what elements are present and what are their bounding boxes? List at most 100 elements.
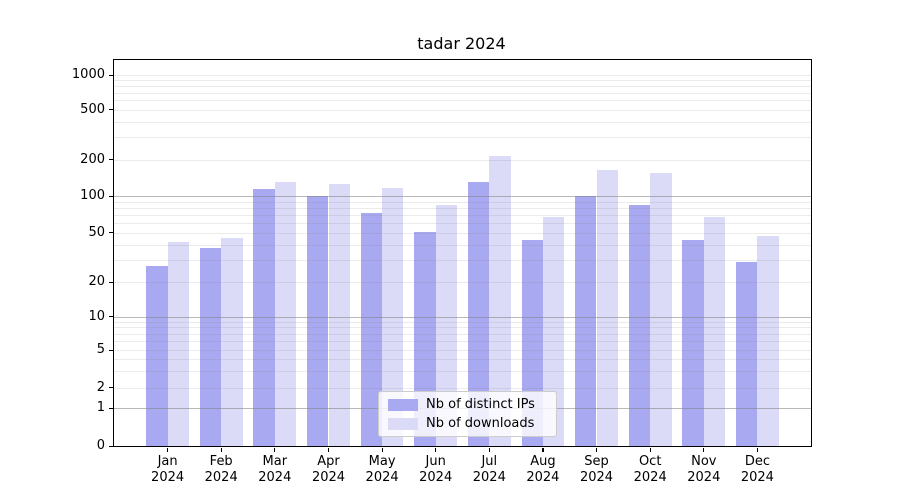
x-tick-label: Jan 2024 (151, 454, 185, 485)
bar-downloads (489, 156, 511, 446)
bar-distinct-ips (682, 239, 704, 446)
y-tick-label: 0 (96, 438, 105, 454)
gridline-minor (114, 80, 811, 82)
bar-downloads (542, 217, 565, 446)
bar-downloads (167, 242, 189, 446)
x-tick-mark (167, 447, 169, 452)
legend: Nb of distinct IPs Nb of downloads (378, 391, 557, 437)
bar-distinct-ips (146, 265, 168, 446)
y-tick-mark (108, 195, 113, 197)
y-tick-mark (108, 387, 113, 389)
y-tick-label: 200 (80, 151, 105, 167)
gridline-minor (114, 86, 811, 88)
x-tick-mark (327, 447, 330, 452)
gridline-minor (114, 350, 811, 351)
y-tick-mark (108, 316, 113, 318)
legend-label: Nb of downloads (426, 416, 535, 431)
gridline-minor (114, 159, 811, 161)
y-tick-label: 1000 (71, 67, 105, 83)
y-tick-label: 10 (88, 308, 105, 324)
bar-distinct-ips (467, 182, 490, 446)
x-tick-label: Feb 2024 (204, 454, 238, 485)
bar-distinct-ips (199, 247, 222, 446)
x-tick-label: Dec 2024 (740, 454, 774, 485)
y-tick-label: 5 (96, 342, 105, 358)
gridline-minor (114, 137, 811, 139)
gridline-minor (114, 100, 811, 102)
y-tick-mark (108, 74, 113, 76)
gridline-minor (114, 327, 811, 329)
bar-downloads (596, 170, 618, 446)
x-tick-mark (649, 447, 651, 452)
bar-downloads (757, 236, 779, 446)
legend-label: Nb of distinct IPs (426, 397, 535, 412)
bar-downloads (650, 172, 672, 446)
x-tick-mark (274, 447, 276, 452)
gridline-minor (114, 121, 811, 123)
plot-area: 0 1 2 5 10 20 50 100 200 500 1000 Jan 2024 Feb 2024 M… (72, 59, 812, 485)
x-tick-label: Apr 2024 (311, 454, 346, 485)
gridline-minor (114, 92, 811, 94)
gridline-major (114, 196, 811, 197)
x-tick-mark (703, 447, 705, 452)
gridline-minor (114, 321, 811, 323)
gridline-minor (114, 207, 811, 209)
bar-downloads (274, 181, 297, 446)
x-tick-mark (220, 447, 222, 452)
gridline-minor (114, 109, 811, 111)
x-tick-label: Jul 2024 (472, 454, 506, 485)
y-tick-mark (108, 281, 113, 283)
x-tick-mark (381, 447, 383, 452)
bar-distinct-ips (735, 262, 758, 446)
x-tick-label: Nov 2024 (687, 454, 721, 485)
x-tick-mark (542, 447, 544, 452)
gridline-minor (114, 260, 811, 262)
bar-distinct-ips (307, 195, 329, 446)
x-tick-label: Jun 2024 (419, 454, 453, 485)
gridline-minor (114, 244, 811, 246)
bar-distinct-ips (575, 196, 597, 446)
legend-swatch (388, 417, 418, 430)
gridline-minor (114, 75, 811, 76)
bar-downloads (435, 205, 458, 446)
y-tick-label: 1 (96, 400, 105, 416)
bar-distinct-ips (628, 205, 651, 446)
gridline-minor (114, 214, 811, 216)
x-tick-mark (488, 447, 490, 452)
gridline-minor (114, 223, 811, 224)
x-tick-label: Sep 2024 (579, 454, 614, 485)
bar-downloads (221, 238, 243, 446)
gridline-major (114, 316, 811, 318)
bar-downloads (703, 217, 726, 446)
y-tick-label: 2 (96, 379, 105, 395)
bar-distinct-ips (360, 212, 382, 446)
y-tick-mark (108, 232, 113, 234)
x-tick-label: Aug 2024 (526, 454, 560, 485)
y-tick-label: 50 (88, 224, 105, 240)
gridline-minor (114, 201, 811, 203)
gridline-minor (114, 387, 811, 389)
x-tick-mark (435, 447, 437, 452)
legend-item-downloads: Nb of downloads (386, 416, 549, 431)
x-tick-label: May 2024 (365, 454, 399, 485)
y-tick-mark (108, 445, 113, 447)
x-tick-mark (595, 447, 598, 452)
y-tick-label: 100 (80, 188, 105, 204)
y-tick-mark (108, 109, 113, 111)
gridline-minor (114, 371, 811, 372)
x-tick-mark (756, 447, 759, 452)
bar-downloads (328, 183, 350, 446)
y-tick-mark (108, 159, 113, 161)
x-tick-label: Oct 2024 (633, 454, 667, 485)
gridline-minor (114, 232, 811, 234)
chart-title: tadar 2024 (417, 34, 506, 53)
y-tick-mark (108, 407, 113, 409)
y-tick-label: 20 (88, 274, 105, 290)
legend-item-distinct-ips: Nb of distinct IPs (386, 397, 549, 412)
x-tick-label: Mar 2024 (258, 454, 292, 485)
y-tick-mark (108, 349, 113, 351)
y-tick-label: 500 (80, 101, 105, 117)
gridline-minor (114, 333, 811, 335)
gridline-minor (114, 359, 811, 361)
